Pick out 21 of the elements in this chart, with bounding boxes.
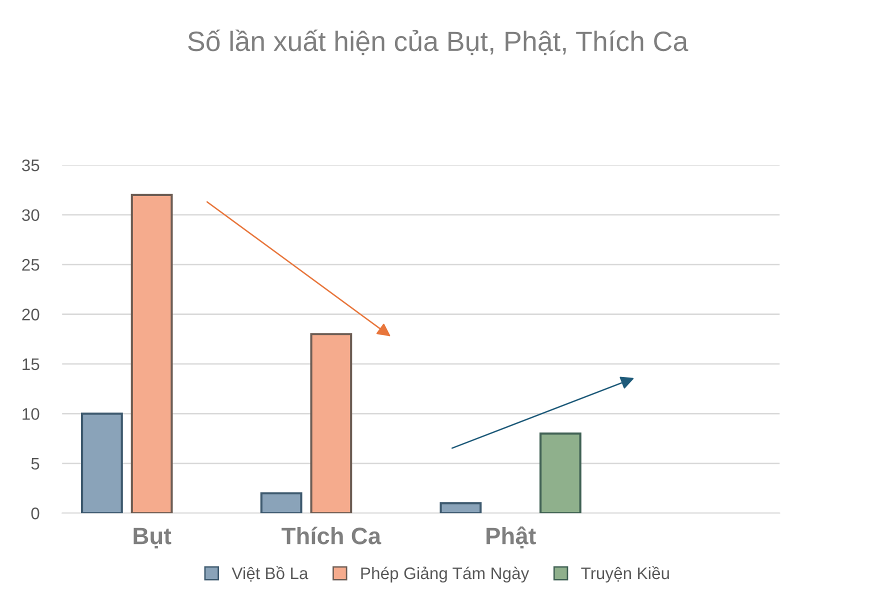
legend-label: Việt Bồ La [232,566,308,582]
x-tick-label: Bụt [134,528,172,548]
y-tick-label: 10 [22,408,40,420]
bar [130,194,173,514]
bar [260,492,302,514]
bar [440,502,482,514]
bar [310,333,352,514]
bar [539,432,582,514]
y-tick-label: 25 [22,258,40,271]
y-tick-label: 30 [22,209,40,222]
y-tick-label: 5 [31,458,40,470]
y-tick-label: 20 [22,308,40,320]
y-tick-label: 0 [31,508,40,520]
chart-title: Số lần xuất hiện của Bụt, Phật, Thích Ca [188,30,688,56]
x-tick-label: Phật [486,526,536,548]
y-tick-label: 35 [22,159,40,172]
x-tick-label: Thích Ca [282,526,382,544]
bar [80,412,123,514]
legend-label: Truyện Kiều [581,566,669,583]
y-tick-label: 15 [22,358,40,370]
legend-label: Phép Giảng Tám Ngày [361,566,530,583]
